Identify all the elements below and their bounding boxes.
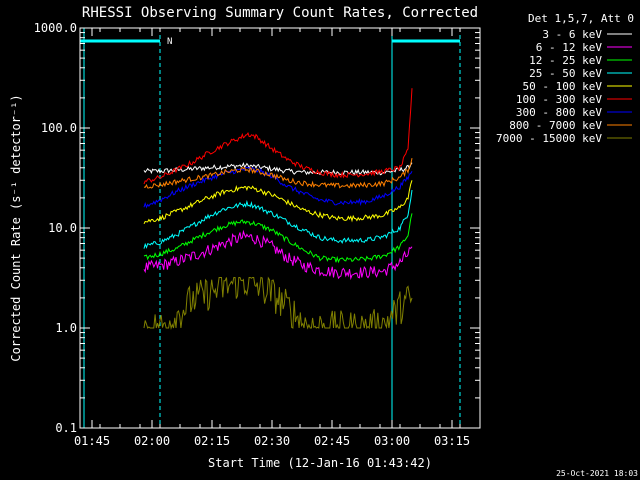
x-tick-label: 02:15 [194,434,230,448]
series-trace [143,213,413,264]
axes: 01:45 02:00 02:15 02:30 02:45 03:00 03:15 0.1 1.… [34,21,481,448]
series-trace [143,162,413,176]
series-trace [143,157,413,189]
legend-entry-label: 6 - 12 keV [536,41,603,54]
legend-entry-label: 3 - 6 keV [542,28,602,41]
legend-entry-label: 12 - 25 keV [529,54,602,67]
series-trace [143,229,413,281]
series-trace [143,166,413,209]
legend-entry-label: 25 - 50 keV [529,67,602,80]
y-tick-label: 100.0 [41,121,77,135]
y-tick-label: 10.0 [48,221,77,235]
y-tick-label: 1000.0 [34,21,77,35]
legend-entry-label: 50 - 100 keV [523,80,603,93]
legend-entry-label: 100 - 300 keV [516,93,602,106]
series-trace [143,180,413,225]
legend-title: Det 1,5,7, Att 0 [528,12,634,25]
series-trace [143,189,413,249]
y-axis-label: Corrected Count Rate (s⁻¹ detector⁻¹) [9,94,23,361]
legend-entry-label: 7000 - 15000 keV [496,132,602,145]
x-tick-label: 01:45 [74,434,110,448]
plot-timestamp: 25-Oct-2021 18:03 [556,469,638,478]
chart-title: RHESSI Observing Summary Count Rates, Co… [82,5,478,21]
y-tick-label: 0.1 [55,421,77,435]
legend-entry-label: 300 - 800 keV [516,106,602,119]
series-layer [143,88,413,330]
series-trace [143,88,413,185]
night-intervals: N [80,28,461,428]
series-trace [143,276,413,330]
x-tick-label: 03:00 [374,434,410,448]
x-tick-label: 02:30 [254,434,290,448]
x-axis-label: Start Time (12-Jan-16 01:43:42) [208,456,432,470]
y-tick-label: 1.0 [55,321,77,335]
legend-entry-label: 800 - 7000 keV [509,119,602,132]
x-tick-label: 02:00 [134,434,170,448]
x-tick-label: 03:15 [434,434,470,448]
x-tick-label: 02:45 [314,434,350,448]
night-flag-label: N [167,37,172,47]
